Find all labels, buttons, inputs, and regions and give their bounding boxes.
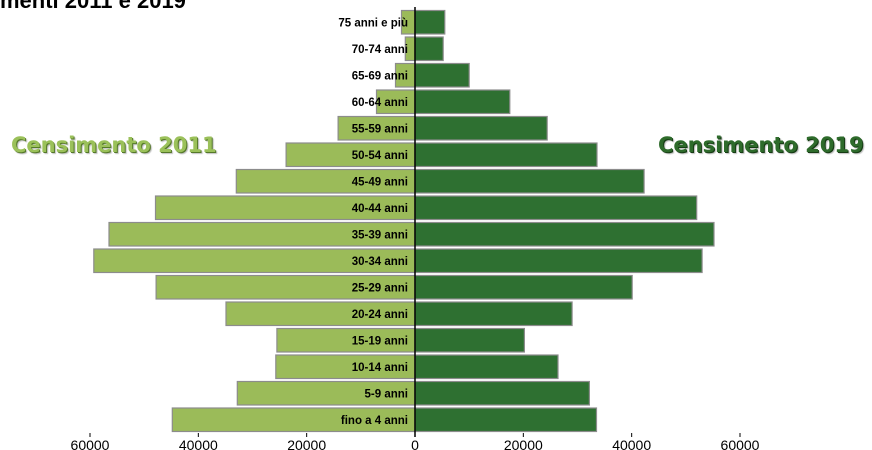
bar-2019-3	[414, 327, 526, 353]
bar-2019-7	[414, 221, 715, 247]
x-tick-label-1: 40000	[179, 437, 218, 450]
bar-2019-1	[414, 380, 590, 406]
category-label-12: 60-64 anni	[352, 97, 408, 109]
category-label-7: 35-39 anni	[352, 229, 408, 241]
bar-2019-14	[414, 36, 444, 62]
category-label-8: 40-44 anni	[352, 203, 408, 215]
bar-2019-10	[414, 142, 598, 168]
category-label-11: 55-59 anni	[352, 123, 408, 135]
bar-2019-9	[414, 168, 645, 194]
x-tick-label-5: 40000	[612, 437, 651, 450]
category-label-9: 45-49 anni	[352, 176, 408, 188]
bar-2019-8	[414, 195, 698, 221]
category-label-2: 10-14 anni	[352, 362, 408, 374]
bar-2019-12	[414, 89, 511, 115]
bar-2019-5	[414, 274, 633, 300]
bar-2019-15	[414, 9, 446, 35]
bar-2019-13	[414, 62, 470, 88]
bar-2019-11	[414, 115, 548, 141]
category-label-13: 65-69 anni	[352, 70, 408, 82]
bar-2019-2	[414, 354, 559, 380]
x-tick-label-2: 20000	[287, 437, 326, 450]
chart-title: menti 2011 e 2019	[0, 0, 186, 13]
category-label-5: 25-29 anni	[352, 282, 408, 294]
x-tick-label-0: 60000	[71, 437, 110, 450]
series-label-2019: Censimento 2019	[658, 133, 864, 157]
x-tick-label-6: 60000	[721, 437, 760, 450]
x-tick-label-3: 0	[411, 437, 419, 450]
category-label-10: 50-54 anni	[352, 150, 408, 162]
category-label-15: 75 anni e più	[338, 17, 408, 29]
category-label-4: 20-24 anni	[352, 309, 408, 321]
category-label-6: 30-34 anni	[352, 256, 408, 268]
series-label-2011: Censimento 2011	[11, 133, 217, 157]
x-tick-label-4: 20000	[504, 437, 543, 450]
bar-2019-6	[414, 248, 703, 274]
category-label-3: 15-19 anni	[352, 335, 408, 347]
category-label-0: fino a 4 anni	[341, 415, 408, 427]
bar-2019-4	[414, 301, 573, 327]
category-label-14: 70-74 anni	[352, 44, 408, 56]
bar-2019-0	[414, 407, 598, 433]
category-label-1: 5-9 anni	[365, 388, 408, 400]
